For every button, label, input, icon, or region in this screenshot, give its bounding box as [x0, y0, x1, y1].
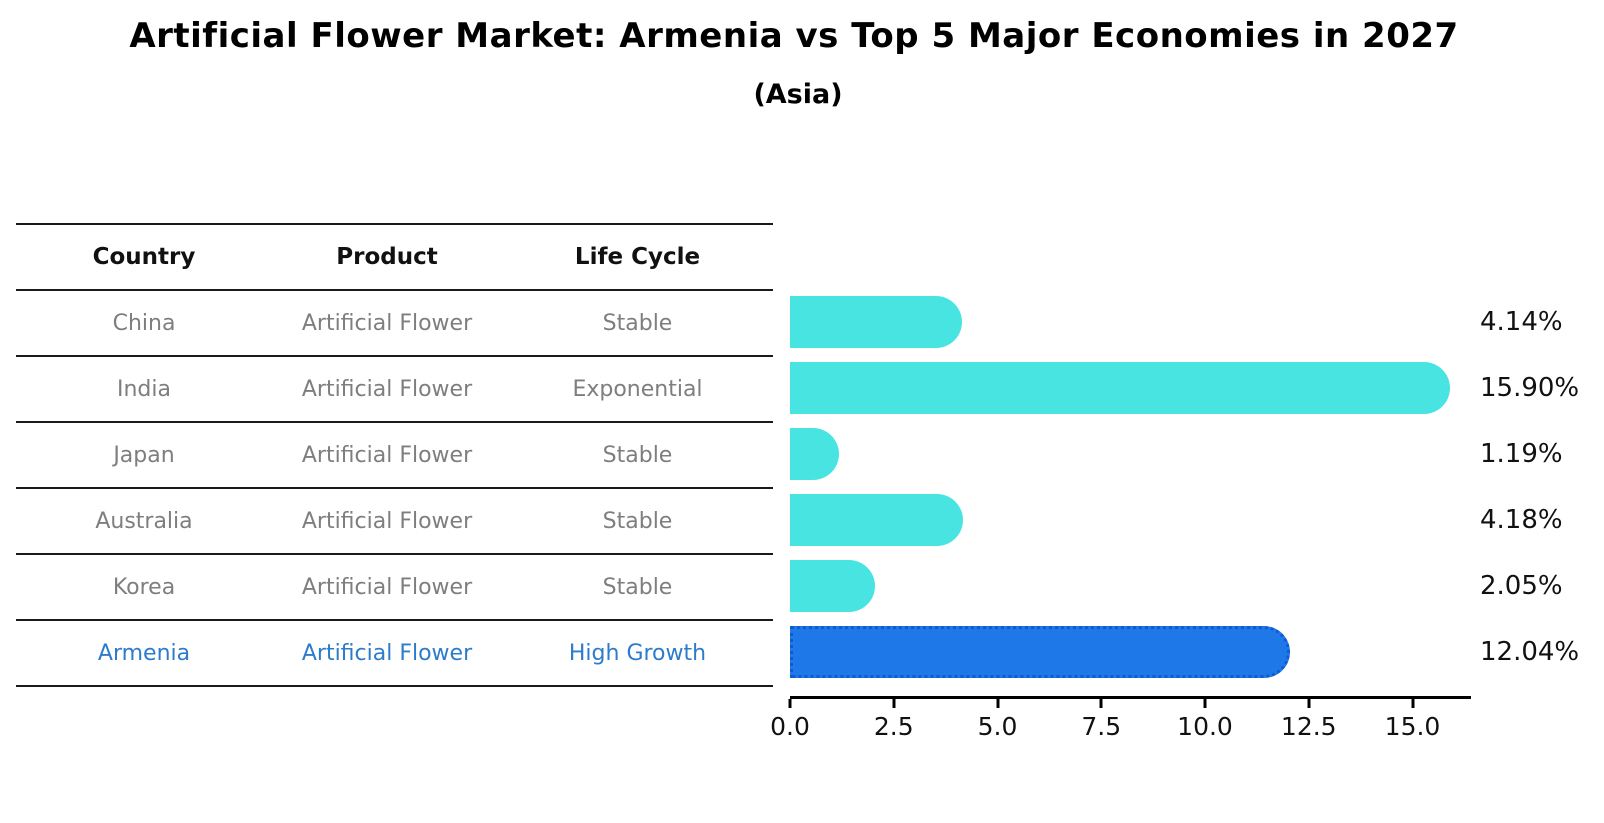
x-tick-mark — [1307, 699, 1311, 708]
value-label-armenia: 12.04% — [1480, 637, 1580, 667]
value-label-column: 4.14% 15.90% 1.19% 4.18% 2.05% 12.04% — [1480, 289, 1604, 685]
table-row-armenia: Armenia Artificial Flower High Growth — [16, 621, 773, 687]
cell-life-cycle: Stable — [602, 310, 673, 336]
x-axis — [790, 696, 1471, 699]
bar-india — [790, 362, 1450, 414]
value-label-korea: 2.05% — [1480, 571, 1563, 601]
bar-plot — [790, 289, 1471, 685]
value-label-australia: 4.18% — [1480, 505, 1563, 535]
column-header-country: Country — [92, 244, 196, 270]
x-tick-mark — [996, 699, 999, 708]
cell-product: Artificial Flower — [301, 310, 473, 336]
x-tick-mark — [788, 699, 792, 708]
cell-life-cycle: Stable — [602, 442, 673, 468]
table-row-korea: Korea Artificial Flower Stable — [16, 555, 773, 621]
x-tick-label: 15.0 — [1384, 712, 1441, 741]
cell-country: Armenia — [97, 640, 191, 666]
cell-country: Korea — [112, 574, 176, 600]
bar-korea — [790, 560, 875, 612]
x-tick-mark — [892, 699, 896, 708]
cell-life-cycle: Stable — [602, 508, 673, 534]
cell-product: Artificial Flower — [301, 376, 473, 402]
x-tick-label: 5.0 — [977, 712, 1018, 741]
bar-australia — [790, 494, 963, 546]
cell-country: India — [117, 376, 171, 402]
value-label-china: 4.14% — [1480, 307, 1563, 337]
bar-armenia — [790, 626, 1290, 678]
country-table: Country Product Life Cycle China Artific… — [16, 223, 773, 687]
cell-product: Artificial Flower — [301, 640, 473, 666]
bar-japan — [790, 428, 839, 480]
cell-country: Australia — [95, 508, 193, 534]
cell-life-cycle: Exponential — [572, 376, 703, 402]
x-tick-mark — [1203, 699, 1207, 708]
x-tick-label: 7.5 — [1081, 712, 1122, 741]
cell-life-cycle: High Growth — [568, 640, 707, 666]
column-header-life-cycle: Life Cycle — [574, 244, 701, 270]
table-row-australia: Australia Artificial Flower Stable — [16, 489, 773, 555]
value-label-japan: 1.19% — [1480, 439, 1563, 469]
x-tick-label: 0.0 — [770, 712, 810, 741]
x-tick-mark — [1099, 699, 1103, 708]
x-tick-mark — [1411, 699, 1414, 708]
cell-life-cycle: Stable — [602, 574, 673, 600]
table-row-india: India Artificial Flower Exponential — [16, 357, 773, 423]
table-row-japan: Japan Artificial Flower Stable — [16, 423, 773, 489]
x-axis-ticks: 0.0 2.5 5.0 7.5 10.0 12.5 15.0 — [770, 699, 1471, 751]
cell-product: Artificial Flower — [301, 508, 473, 534]
cell-country: China — [112, 310, 176, 336]
column-header-product: Product — [336, 244, 438, 270]
cell-country: Japan — [113, 442, 175, 468]
cell-product: Artificial Flower — [301, 442, 473, 468]
table-header-row: Country Product Life Cycle — [16, 225, 773, 291]
table-row-china: China Artificial Flower Stable — [16, 291, 773, 357]
chart-subtitle: (Asia) — [753, 79, 843, 110]
cell-product: Artificial Flower — [301, 574, 473, 600]
x-tick-label: 2.5 — [873, 712, 914, 741]
x-tick-label: 10.0 — [1177, 712, 1233, 741]
bar-china — [790, 296, 962, 348]
value-label-india: 15.90% — [1480, 373, 1580, 403]
chart-title: Artificial Flower Market: Armenia vs Top… — [129, 16, 1459, 56]
x-tick-label: 12.5 — [1280, 712, 1337, 741]
